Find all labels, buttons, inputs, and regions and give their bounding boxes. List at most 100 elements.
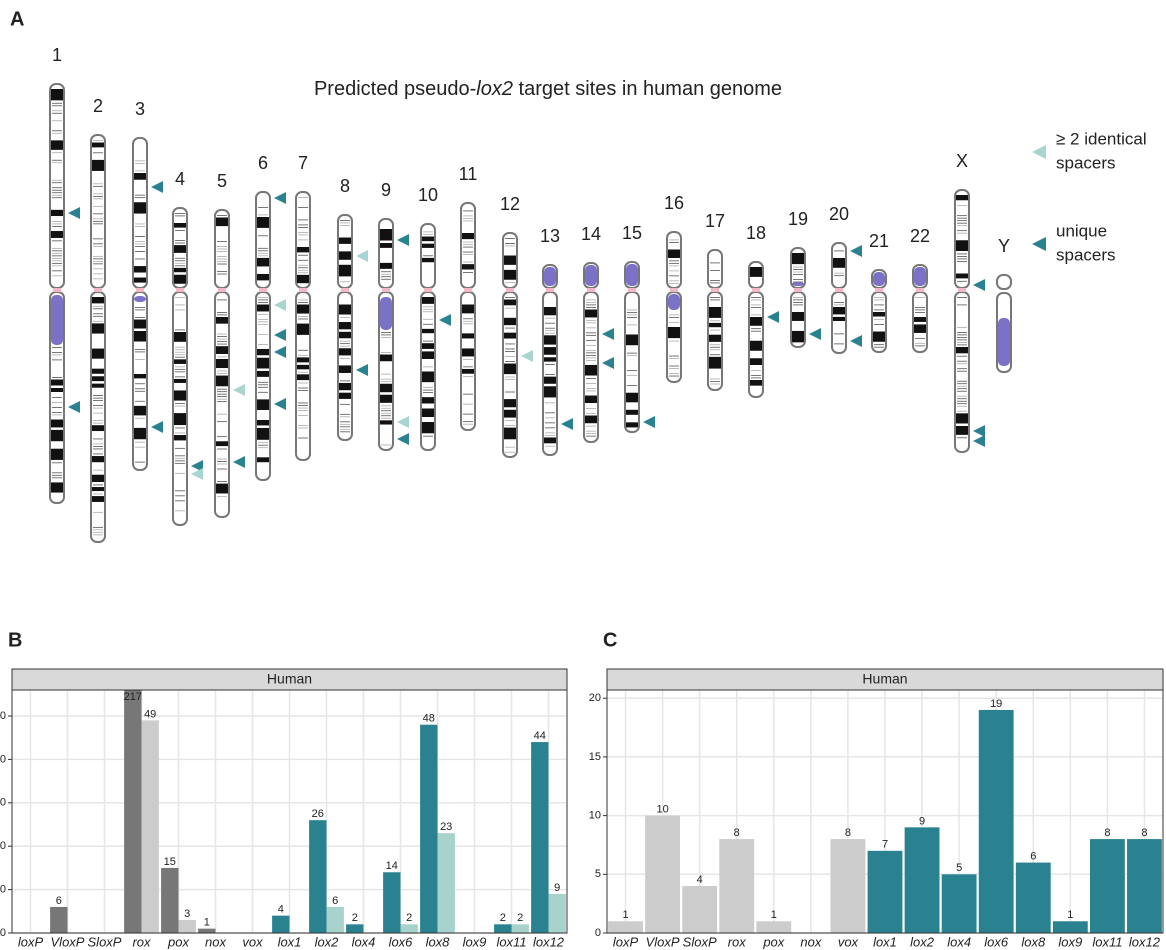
bar xyxy=(531,742,549,933)
band xyxy=(874,324,884,325)
band xyxy=(339,251,351,260)
band xyxy=(957,220,967,222)
site-arrow xyxy=(850,335,862,347)
band xyxy=(93,493,103,495)
band xyxy=(174,413,186,426)
band xyxy=(956,273,968,279)
band xyxy=(298,197,308,198)
band xyxy=(709,356,721,369)
band xyxy=(669,280,679,282)
band xyxy=(175,462,185,464)
centromere xyxy=(382,288,390,292)
band xyxy=(793,297,803,298)
band xyxy=(217,468,227,470)
band xyxy=(751,299,761,301)
bar-value-label: 1 xyxy=(771,909,777,921)
band xyxy=(52,194,62,196)
band xyxy=(52,247,62,249)
band xyxy=(380,383,392,393)
bar xyxy=(1089,839,1125,933)
bar xyxy=(420,724,438,933)
band xyxy=(93,313,103,315)
band xyxy=(504,255,516,265)
band xyxy=(586,304,596,306)
band xyxy=(793,271,803,273)
band xyxy=(52,396,62,398)
chromosome-label: 4 xyxy=(175,169,185,189)
bar xyxy=(682,886,718,933)
y-tick-label: 10 xyxy=(0,884,6,896)
site-arrow xyxy=(151,181,163,193)
band xyxy=(874,297,884,298)
band xyxy=(298,232,308,233)
band xyxy=(505,327,515,329)
band xyxy=(135,383,145,385)
bar-value-label: 2 xyxy=(406,912,412,924)
band xyxy=(216,358,228,369)
band xyxy=(957,297,967,298)
site-arrow xyxy=(602,357,614,369)
chromosome-arm-bg xyxy=(543,292,557,455)
site-arrow xyxy=(68,207,80,219)
band xyxy=(462,368,474,374)
heterochromatin xyxy=(914,267,926,286)
band xyxy=(669,260,679,262)
band xyxy=(586,334,596,336)
band xyxy=(217,246,227,247)
band xyxy=(669,265,679,267)
band xyxy=(545,374,555,375)
band xyxy=(135,307,145,308)
chromosome-label: 2 xyxy=(93,96,103,116)
y-tick-label: 50 xyxy=(0,710,6,722)
band xyxy=(340,423,350,425)
band xyxy=(381,407,391,409)
bar-value-label: 26 xyxy=(312,808,324,820)
band xyxy=(298,349,308,351)
band xyxy=(52,257,62,259)
band xyxy=(217,396,227,398)
band xyxy=(545,412,555,414)
band xyxy=(52,354,62,356)
band xyxy=(381,271,391,273)
band xyxy=(217,458,227,460)
band xyxy=(217,436,227,438)
band xyxy=(586,319,596,321)
band xyxy=(463,261,473,263)
band xyxy=(423,255,433,257)
bar-value-label: 14 xyxy=(386,860,398,872)
band xyxy=(258,442,268,444)
band xyxy=(957,390,967,392)
chromosome-arm-bg xyxy=(50,84,64,288)
x-tick-label: loxP xyxy=(18,934,44,949)
band xyxy=(586,327,596,329)
chromosome-arm-bg xyxy=(708,250,722,288)
band xyxy=(463,323,473,325)
centromere xyxy=(299,288,307,292)
band xyxy=(751,369,761,371)
y-tick-label: 20 xyxy=(0,840,6,852)
bar xyxy=(511,924,529,933)
band xyxy=(710,297,720,298)
band xyxy=(505,379,515,380)
x-tick-label: vox xyxy=(242,934,263,949)
band xyxy=(217,314,227,316)
band xyxy=(217,251,227,252)
band xyxy=(93,305,103,307)
chromosome-label: 12 xyxy=(500,194,520,214)
band xyxy=(298,259,308,261)
legend-label: spacers xyxy=(1056,245,1116,264)
band xyxy=(957,363,967,365)
band xyxy=(340,416,350,418)
chromosome-arm-bg xyxy=(997,275,1011,289)
band xyxy=(626,334,638,346)
band xyxy=(381,415,391,417)
band xyxy=(957,368,967,370)
heterochromatin xyxy=(873,272,885,286)
band xyxy=(544,335,556,345)
band xyxy=(505,243,515,244)
band xyxy=(340,317,350,318)
x-tick-label: lox11 xyxy=(1092,934,1122,949)
bar-value-label: 1 xyxy=(204,917,210,929)
bar-value-label: 19 xyxy=(990,698,1002,710)
band xyxy=(52,414,62,416)
